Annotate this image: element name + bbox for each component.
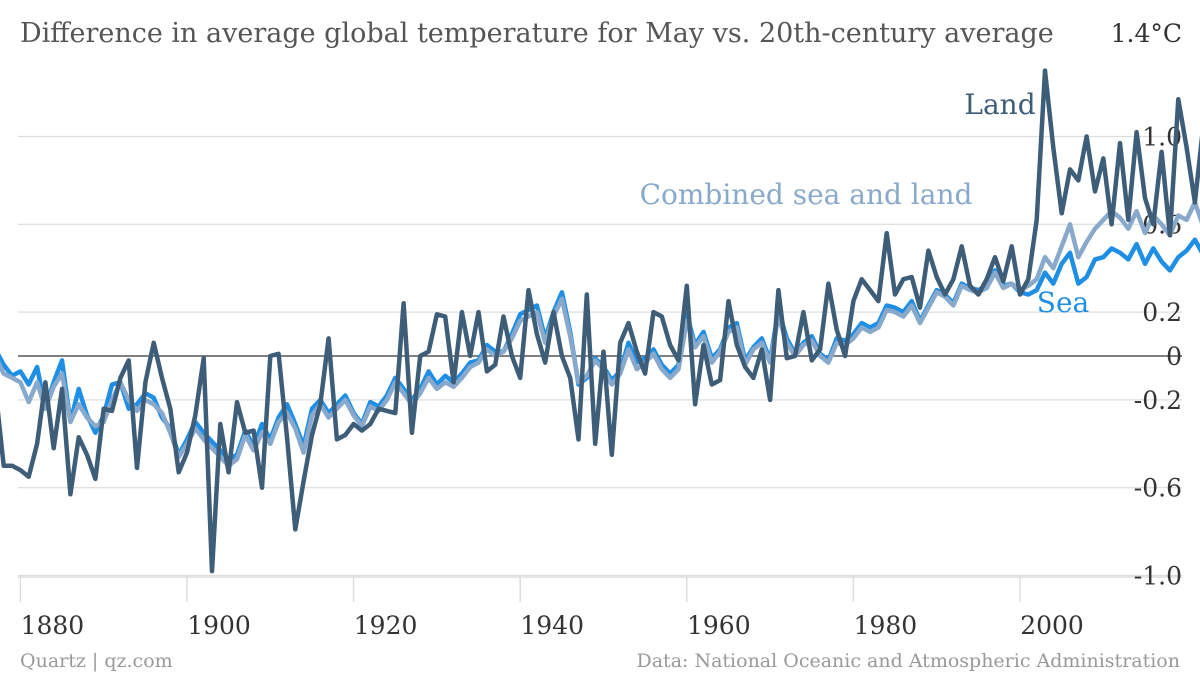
x-tick-label: 1960 [687,611,751,640]
series-label-combined: Combined sea and land [640,178,973,211]
x-tick-label: 1880 [21,611,85,640]
chart-title: Difference in average global temperature… [20,18,1054,49]
y-unit-label: 1.4°C [1111,19,1182,48]
series-label-land: Land [964,88,1035,121]
y-tick-label: -0.2 [1134,386,1182,415]
grid-lines [18,135,1182,577]
y-tick-label: 0 [1166,342,1182,371]
combined-line [0,200,1200,469]
credit-text: Quartz | qz.com [20,650,173,672]
series-lines [0,68,1200,574]
sea-line [0,237,1200,462]
x-tick-label: 2000 [1020,611,1084,640]
y-tick-label: -1.0 [1134,562,1182,591]
series-label-sea: Sea [1037,286,1089,319]
x-tick-label: 1940 [520,611,584,640]
x-tick-label: 1920 [354,611,418,640]
land-line [0,68,1200,574]
x-axis-ticks: 1880 1900 1920 1940 1960 1980 2000 [18,576,1182,640]
x-tick-label: 1980 [854,611,918,640]
y-tick-label: -0.6 [1134,474,1182,503]
source-text: Data: National Oceanic and Atmospheric A… [637,650,1181,672]
x-tick-label: 1900 [187,611,251,640]
y-tick-label: 0.2 [1142,298,1182,327]
